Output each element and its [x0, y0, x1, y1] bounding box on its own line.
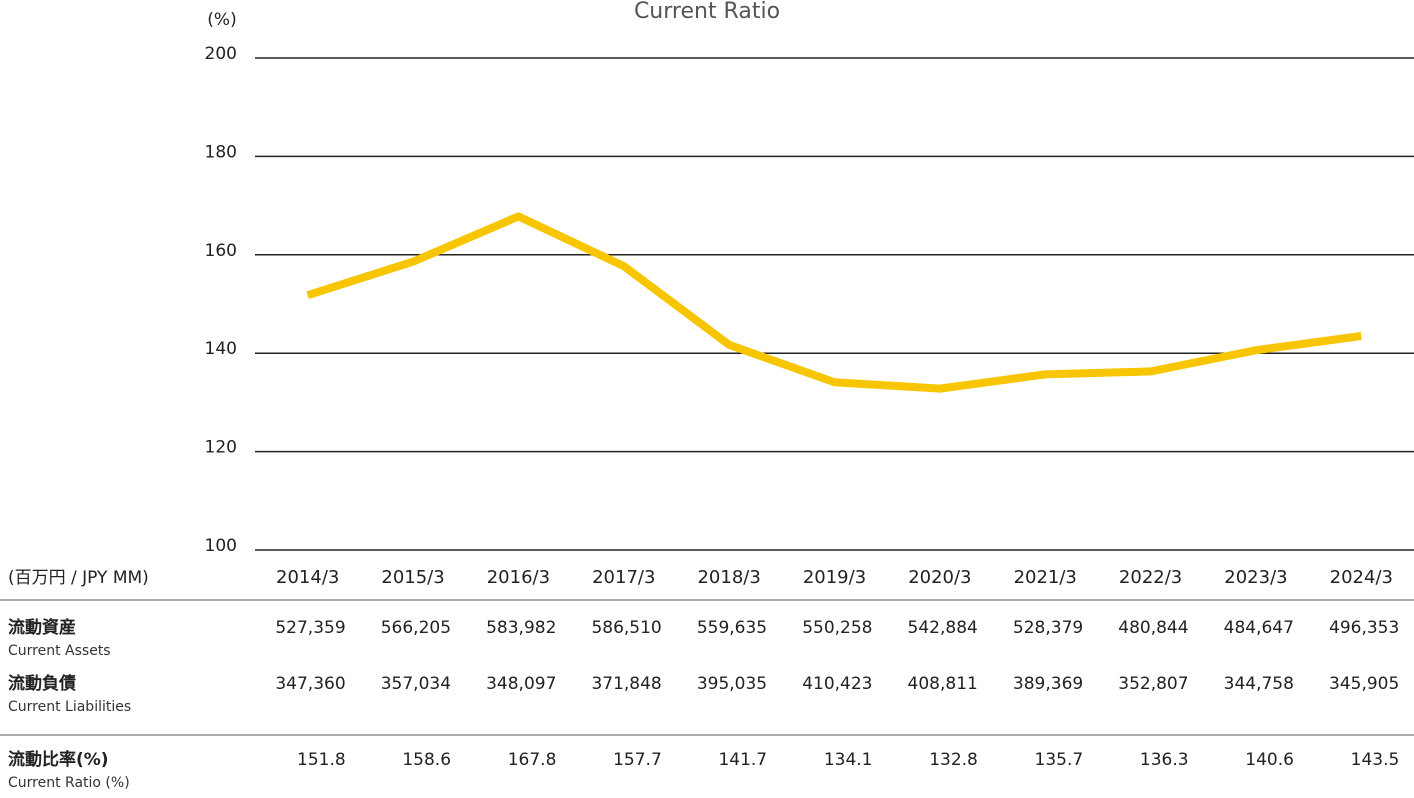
table-cell: 140.6 — [1245, 750, 1294, 770]
chart-title: Current Ratio — [634, 0, 780, 24]
y-tick-label: 200 — [205, 44, 237, 64]
table-cell: 167.8 — [508, 750, 557, 770]
y-unit: (%) — [207, 10, 236, 30]
x-tick-label: 2015/3 — [381, 567, 444, 588]
y-tick-label: 160 — [205, 241, 237, 261]
x-tick-label: 2021/3 — [1014, 567, 1077, 588]
table-cell: 132.8 — [929, 750, 978, 770]
table-cell: 157.7 — [613, 750, 662, 770]
table-cell: 134.1 — [824, 750, 873, 770]
y-tick-label: 120 — [205, 438, 237, 458]
x-tick-label: 2014/3 — [276, 567, 339, 588]
row-label: 流動負債 — [8, 673, 76, 694]
table-cell: 566,205 — [381, 618, 451, 638]
table-cell: 141.7 — [718, 750, 767, 770]
table-cell: 550,258 — [802, 618, 872, 638]
table-cell: 143.5 — [1351, 750, 1400, 770]
y-tick-label: 180 — [205, 142, 237, 162]
x-tick-label: 2023/3 — [1224, 567, 1287, 588]
table-cell: 496,353 — [1329, 618, 1399, 638]
table-cell: 158.6 — [402, 750, 451, 770]
table-cell: 344,758 — [1224, 674, 1294, 694]
x-tick-label: 2022/3 — [1119, 567, 1182, 588]
line — [306, 212, 1362, 393]
table-cell: 408,811 — [908, 674, 978, 694]
x-tick-label: 2024/3 — [1330, 567, 1393, 588]
table-cell: 542,884 — [908, 618, 978, 638]
table-cell: 480,844 — [1118, 618, 1188, 638]
table-cell: 389,369 — [1013, 674, 1083, 694]
x-tick-label: 2019/3 — [803, 567, 866, 588]
table-cell: 484,647 — [1224, 618, 1294, 638]
table-cell: 151.8 — [297, 750, 346, 770]
table-cell: 586,510 — [591, 618, 661, 638]
row-label: 流動資産 — [8, 617, 76, 638]
table-cell: 559,635 — [697, 618, 767, 638]
x-tick-label: 2016/3 — [487, 567, 550, 588]
table-cell: 348,097 — [486, 674, 556, 694]
table-cell: 528,379 — [1013, 618, 1083, 638]
table-cell: 357,034 — [381, 674, 451, 694]
x-tick-label: 2017/3 — [592, 567, 655, 588]
table-cell: 410,423 — [802, 674, 872, 694]
table-cell: 345,905 — [1329, 674, 1399, 694]
table-cell: 583,982 — [486, 618, 556, 638]
row-label: 流動比率(%) — [8, 749, 109, 770]
row-sublabel: Current Assets — [8, 643, 111, 659]
table-cell: 371,848 — [591, 674, 661, 694]
x-tick-label: 2020/3 — [908, 567, 971, 588]
row-sublabel: Current Ratio (%) — [8, 775, 130, 791]
table-cell: 527,359 — [275, 618, 345, 638]
table-cell: 395,035 — [697, 674, 767, 694]
row-sublabel: Current Liabilities — [8, 699, 131, 715]
table-cell: 135.7 — [1035, 750, 1084, 770]
x-tick-label: 2018/3 — [697, 567, 760, 588]
y-tick-label: 100 — [205, 536, 237, 556]
y-tick-label: 140 — [205, 339, 237, 359]
table-header: (百万円 / JPY MM) — [8, 568, 149, 588]
table-cell: 352,807 — [1118, 674, 1188, 694]
table-cell: 347,360 — [275, 674, 345, 694]
table-cell: 136.3 — [1140, 750, 1189, 770]
